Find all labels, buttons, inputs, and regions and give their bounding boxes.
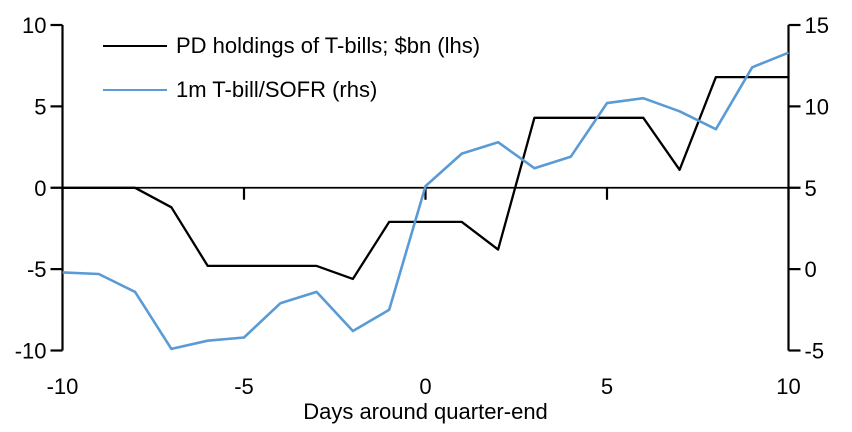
right-axis-tick-label: 15 bbox=[805, 13, 829, 38]
x-axis-title: Days around quarter-end bbox=[303, 399, 548, 424]
legend-label-pd-holdings: PD holdings of T-bills; $bn (lhs) bbox=[176, 33, 481, 58]
series-line-1 bbox=[62, 51, 789, 351]
x-axis-tick-label: -5 bbox=[234, 374, 254, 399]
right-axis-tick-label: -5 bbox=[805, 339, 825, 364]
left-axis-tick-label: 0 bbox=[34, 176, 46, 201]
x-axis-tick-label: -10 bbox=[47, 374, 79, 399]
left-axis-tick-label: -5 bbox=[27, 257, 47, 282]
x-axis-tick-label: 10 bbox=[776, 374, 800, 399]
right-axis-tick-label: 0 bbox=[805, 257, 817, 282]
left-axis-tick-label: -10 bbox=[15, 339, 47, 364]
left-axis-tick-label: 5 bbox=[34, 94, 46, 119]
left-axis-tick-label: 10 bbox=[22, 13, 46, 38]
legend-line-sample-blue bbox=[103, 88, 167, 92]
x-axis-tick-label: 5 bbox=[601, 374, 613, 399]
legend-item-tbill-sofr: 1m T-bill/SOFR (rhs) bbox=[103, 77, 480, 103]
right-axis-tick-label: 5 bbox=[805, 176, 817, 201]
chart-legend: PD holdings of T-bills; $bn (lhs) 1m T-b… bbox=[103, 33, 480, 103]
x-axis-tick-label: 0 bbox=[419, 374, 431, 399]
legend-label-tbill-sofr: 1m T-bill/SOFR (rhs) bbox=[176, 77, 378, 102]
tick-label-layer: 10 5 0 -5 -10 15 10 5 0 -5 -10 -5 0 5 10 bbox=[15, 13, 829, 399]
legend-item-pd-holdings: PD holdings of T-bills; $bn (lhs) bbox=[103, 33, 480, 59]
right-axis-tick-label: 10 bbox=[805, 94, 829, 119]
series-layer bbox=[62, 51, 789, 351]
legend-line-sample-black bbox=[103, 44, 167, 48]
series-line-0 bbox=[62, 75, 789, 281]
